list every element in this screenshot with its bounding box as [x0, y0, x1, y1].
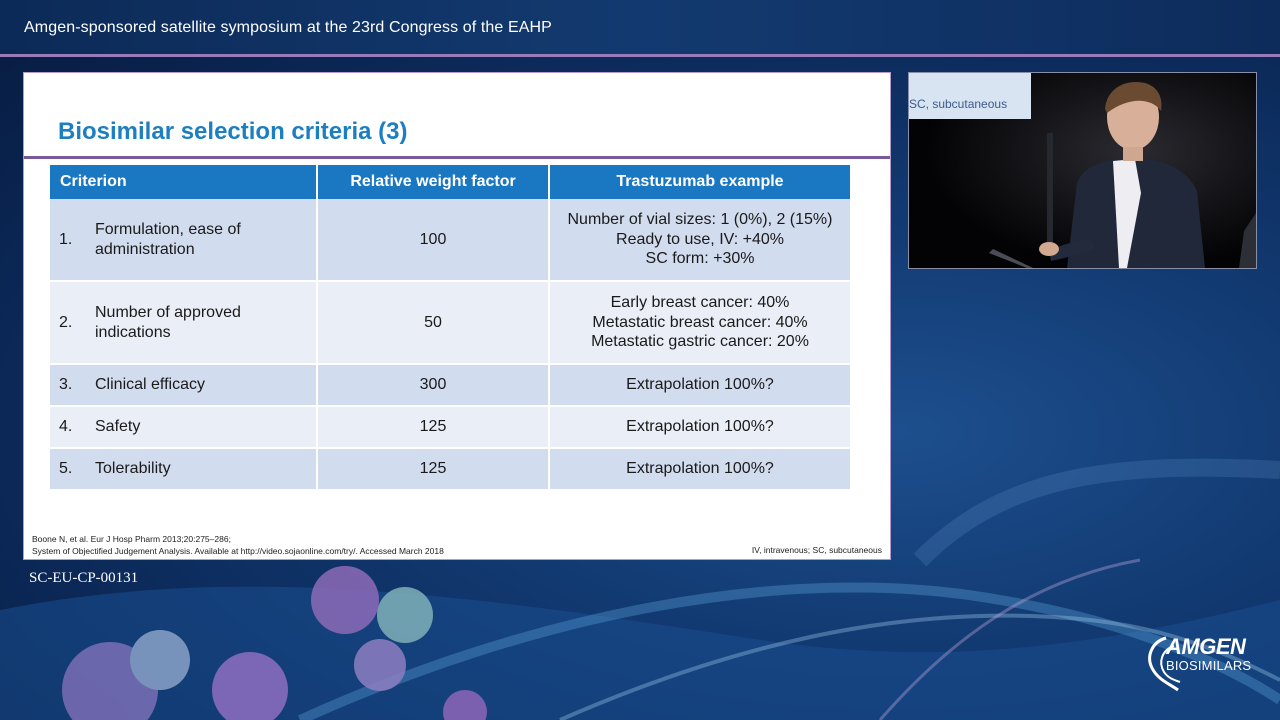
- criterion-cell: 4. Safety: [50, 406, 318, 449]
- weight-cell: 125: [317, 448, 550, 491]
- table-row: 2. Number of approved indications 50 Ear…: [50, 281, 850, 365]
- header-bar: Amgen-sponsored satellite symposium at t…: [0, 0, 1280, 57]
- title-divider: [24, 156, 890, 159]
- presentation-slide: Biosimilar selection criteria (3) Criter…: [23, 72, 891, 560]
- example-line: Metastatic breast cancer: 40%: [592, 313, 808, 331]
- criterion-label: Tolerability: [95, 460, 171, 478]
- example-line: SC form: +30%: [645, 250, 755, 268]
- criterion-number: 4.: [59, 418, 73, 436]
- weight-cell: 50: [317, 281, 550, 365]
- speaker-figure: [909, 73, 1256, 268]
- logo-subtitle: BIOSIMILARS: [1166, 658, 1252, 673]
- criteria-table: Criterion Relative weight factor Trastuz…: [50, 165, 850, 491]
- criterion-number: 5.: [59, 460, 73, 478]
- criterion-cell: 1. Formulation, ease of administration: [50, 199, 318, 282]
- criterion-number: 2.: [59, 313, 73, 331]
- table-header-row: Criterion Relative weight factor Trastuz…: [50, 165, 850, 199]
- example-line: Number of vial sizes: 1 (0%), 2 (15%): [567, 211, 833, 229]
- example-cell: Extrapolation 100%?: [549, 448, 850, 491]
- speaker-video[interactable]: SC, subcutaneous: [908, 72, 1257, 269]
- criterion-label: Formulation, ease of administration: [95, 221, 241, 258]
- header-title: Amgen-sponsored satellite symposium at t…: [24, 19, 552, 36]
- criterion-number: 3.: [59, 376, 73, 394]
- logo-wordmark: AMGEN: [1166, 634, 1246, 659]
- criterion-cell: 3. Clinical efficacy: [50, 364, 318, 407]
- example-cell: Extrapolation 100%?: [549, 406, 850, 449]
- reference-line: System of Objectified Judgement Analysis…: [32, 546, 444, 556]
- table-row: 5. Tolerability 125 Extrapolation 100%?: [50, 448, 850, 491]
- video-caption-text: SC, subcutaneous: [909, 97, 1008, 111]
- weight-cell: 100: [317, 199, 550, 282]
- column-header-weight: Relative weight factor: [317, 165, 550, 199]
- weight-cell: 125: [317, 406, 550, 449]
- weight-cell: 300: [317, 364, 550, 407]
- table-row: 3. Clinical efficacy 300 Extrapolation 1…: [50, 364, 850, 407]
- column-header-example: Trastuzumab example: [549, 165, 850, 199]
- criterion-cell: 2. Number of approved indications: [50, 281, 318, 365]
- molecule-image: [62, 566, 487, 720]
- video-caption-box: SC, subcutaneous: [909, 73, 1031, 119]
- column-header-criterion: Criterion: [50, 165, 318, 199]
- table-row: 1. Formulation, ease of administration 1…: [50, 199, 850, 282]
- table-row: 4. Safety 125 Extrapolation 100%?: [50, 406, 850, 449]
- amgen-biosimilars-logo: AMGEN BIOSIMILARS: [1144, 632, 1260, 694]
- example-line: Metastatic gastric cancer: 20%: [591, 333, 809, 351]
- example-cell: Number of vial sizes: 1 (0%), 2 (15%) Re…: [549, 199, 850, 282]
- abbreviations: IV, intravenous; SC, subcutaneous: [751, 545, 882, 555]
- example-cell: Early breast cancer: 40% Metastatic brea…: [549, 281, 850, 365]
- example-line: Early breast cancer: 40%: [610, 294, 790, 312]
- criterion-label: Clinical efficacy: [95, 376, 205, 394]
- example-cell: Extrapolation 100%?: [549, 364, 850, 407]
- slide-title: Biosimilar selection criteria (3): [58, 118, 408, 145]
- criterion-number: 1.: [59, 230, 73, 248]
- document-code: SC-EU-CP-00131: [29, 570, 139, 586]
- reference-line: Boone N, et al. Eur J Hosp Pharm 2013;20…: [32, 534, 231, 544]
- example-line: Ready to use, IV: +40%: [616, 230, 784, 248]
- logo-swirl-icon: [1148, 636, 1181, 692]
- references: Boone N, et al. Eur J Hosp Pharm 2013;20…: [32, 533, 444, 557]
- criterion-cell: 5. Tolerability: [50, 448, 318, 491]
- criterion-label: Number of approved indications: [95, 304, 241, 341]
- criterion-label: Safety: [95, 418, 141, 436]
